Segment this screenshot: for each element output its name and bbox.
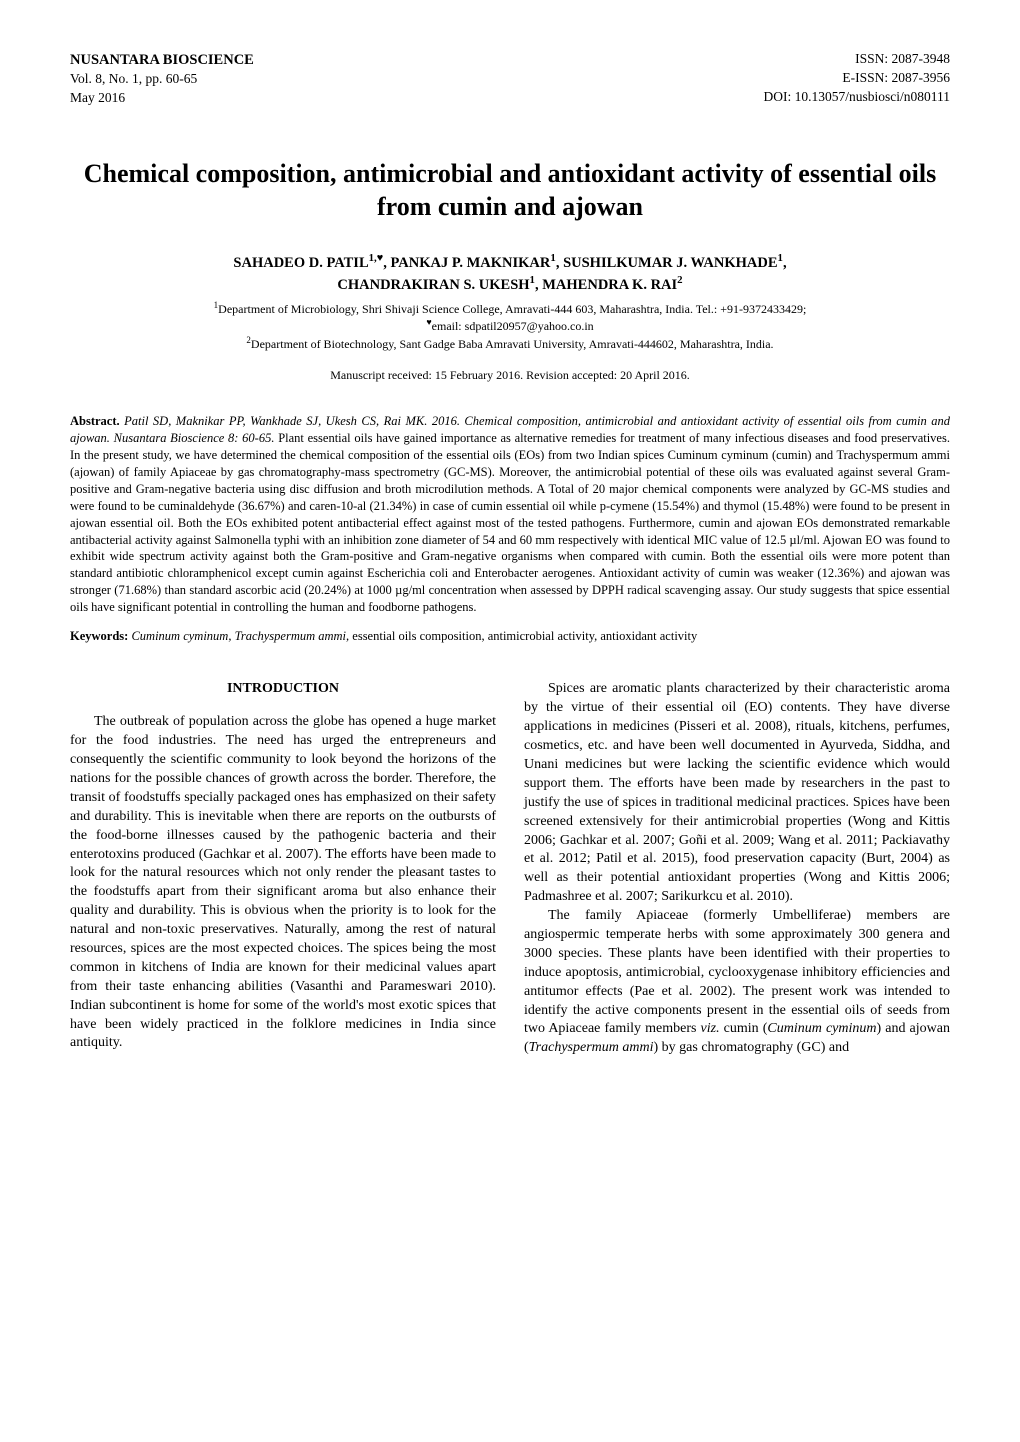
affil-email: email: sdpatil20957@yahoo.co.in (432, 319, 594, 333)
affil-1: Department of Microbiology, Shri Shivaji… (218, 302, 806, 316)
manuscript-dates: Manuscript received: 15 February 2016. R… (70, 367, 950, 384)
affiliations: 1Department of Microbiology, Shri Shivaj… (70, 300, 950, 353)
intro-paragraph-3: The family Apiaceae (formerly Umbellifer… (524, 907, 950, 1058)
abstract-label: Abstract. (70, 414, 120, 428)
authors: SAHADEO D. PATIL1,♥, PANKAJ P. MAKNIKAR 1… (70, 251, 950, 296)
journal-name: NUSANTARA BIOSCIENCE (70, 50, 254, 70)
article-title: Chemical composition, antimicrobial and … (70, 158, 950, 223)
intro-paragraph-2: Spices are aromatic plants characterized… (524, 680, 950, 907)
issn: ISSN: 2087-3948 (764, 50, 951, 69)
species-2: Trachyspermum ammi (529, 1040, 654, 1055)
body-columns: INTRODUCTION The outbreak of population … (70, 680, 950, 1058)
viz: viz. (701, 1021, 720, 1036)
abstract-body: Plant essential oils have gained importa… (70, 431, 950, 614)
keywords-label: Keywords: (70, 629, 128, 643)
author-2: , PANKAJ P. MAKNIKAR (383, 255, 550, 271)
author-5: , MAHENDRA K. RAI (535, 277, 677, 293)
header-left: NUSANTARA BIOSCIENCE Vol. 8, No. 1, pp. … (70, 50, 254, 108)
eissn: E-ISSN: 2087-3956 (764, 69, 951, 88)
doi: DOI: 10.13057/nusbiosci/n080111 (764, 88, 951, 107)
column-right: Spices are aromatic plants characterized… (524, 680, 950, 1058)
author-3-sup: 1 (778, 252, 783, 264)
header-right: ISSN: 2087-3948 E-ISSN: 2087-3956 DOI: 1… (764, 50, 951, 108)
author-4: CHANDRAKIRAN S. UKESH (337, 277, 529, 293)
author-1-sup: 1,♥ (369, 252, 384, 264)
author-5-sup: 2 (677, 274, 682, 286)
page-header: NUSANTARA BIOSCIENCE Vol. 8, No. 1, pp. … (70, 50, 950, 108)
intro-paragraph-1: The outbreak of population across the gl… (70, 713, 496, 1053)
abstract: Abstract. Patil SD, Maknikar PP, Wankhad… (70, 413, 950, 616)
author-3: , SUSHILKUMAR J. WANKHADE (556, 255, 778, 271)
volume-info: Vol. 8, No. 1, pp. 60-65 (70, 70, 254, 89)
species-1: Cuminum cyminum (767, 1021, 876, 1036)
keywords: Keywords: Cuminum cyminum, Trachyspermum… (70, 628, 950, 646)
column-left: INTRODUCTION The outbreak of population … (70, 680, 496, 1058)
p3-part-d: ) by gas chromatography (GC) and (654, 1040, 850, 1055)
keywords-rest: essential oils composition, antimicrobia… (349, 629, 697, 643)
p3-part-b: cumin ( (720, 1021, 768, 1036)
affil-2: Department of Biotechnology, Sant Gadge … (251, 337, 774, 351)
p3-part-a: The family Apiaceae (formerly Umbellifer… (524, 908, 950, 1036)
author-1: SAHADEO D. PATIL (233, 255, 368, 271)
date-info: May 2016 (70, 89, 254, 108)
keywords-italic: Cuminum cyminum, Trachyspermum ammi, (128, 629, 349, 643)
intro-heading: INTRODUCTION (70, 680, 496, 699)
